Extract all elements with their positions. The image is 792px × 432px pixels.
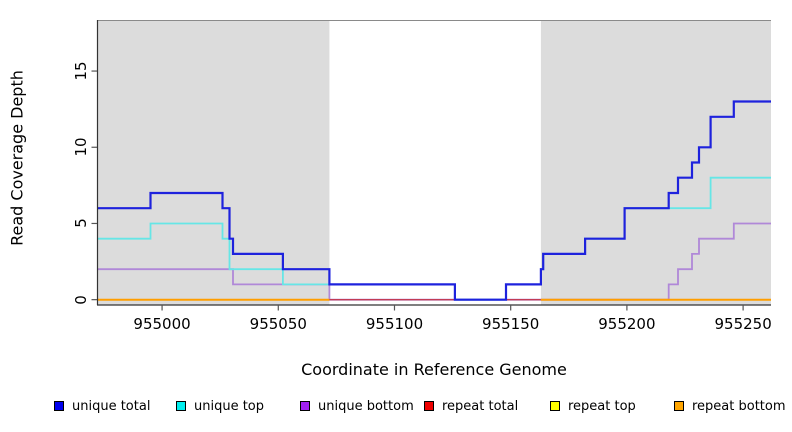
legend-label: repeat total: [442, 398, 519, 414]
x-tick-label: 955050: [249, 315, 307, 333]
x-tick-label: 955150: [482, 315, 540, 333]
series-line-unique-total: [97, 100, 771, 301]
y-tick-label: 10: [72, 137, 90, 157]
y-tick-label: 15: [72, 61, 90, 81]
shaded-region: [540, 21, 771, 305]
legend-swatch-icon: [300, 401, 310, 411]
legend-label: repeat top: [568, 398, 636, 414]
legend-swatch-icon: [424, 401, 434, 411]
legend-swatch-icon: [176, 401, 186, 411]
shaded-region: [97, 21, 330, 305]
legend-swatch-icon: [550, 401, 560, 411]
legend-label: unique bottom: [318, 398, 414, 414]
legend-item-repeat-bottom: repeat bottom: [674, 397, 786, 415]
legend-item-unique-bottom: unique bottom: [300, 397, 414, 415]
legend-swatch-icon: [674, 401, 684, 411]
legend-swatch-icon: [54, 401, 64, 411]
x-axis-title: Coordinate in Reference Genome: [301, 360, 567, 379]
y-tick-label: 5: [72, 218, 90, 229]
series-line-unique-bottom: [97, 222, 771, 301]
chart-legend: unique total unique top unique bottom repea…: [0, 397, 792, 417]
x-tick-label: 955250: [714, 315, 772, 333]
legend-label: repeat bottom: [692, 398, 786, 414]
x-tick-label: 955100: [365, 315, 424, 333]
x-tick-label: 955000: [133, 315, 191, 333]
legend-item-unique-top: unique top: [176, 397, 264, 415]
legend-label: unique total: [72, 398, 151, 414]
legend-label: unique top: [194, 398, 265, 414]
legend-item-repeat-total: repeat total: [424, 397, 518, 415]
legend-item-unique-total: unique total: [54, 397, 150, 415]
x-tick-label: 955200: [598, 315, 656, 333]
legend-item-repeat-top: repeat top: [550, 397, 636, 415]
y-axis-title: Read Coverage Depth: [7, 70, 27, 246]
y-tick-label: 0: [72, 294, 90, 305]
